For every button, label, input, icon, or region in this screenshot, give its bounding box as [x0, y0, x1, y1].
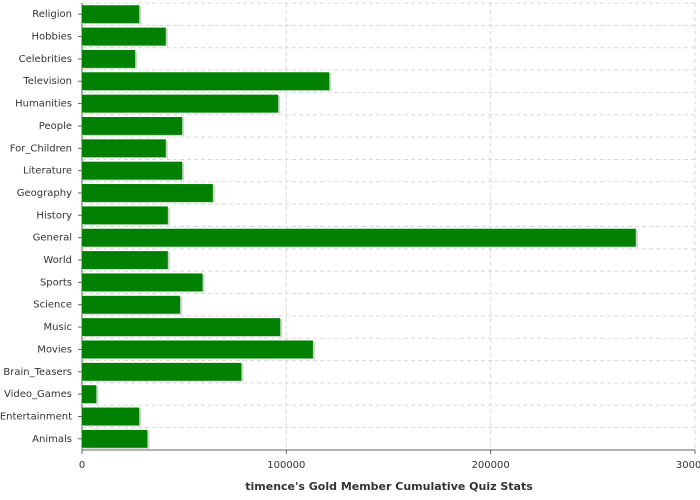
bar: [82, 318, 281, 337]
x-tick-label: 200000: [472, 460, 510, 471]
y-tick-label: Brain_Teasers: [3, 367, 72, 378]
y-tick-label: Geography: [17, 188, 72, 199]
bar: [82, 385, 97, 404]
y-tick-label: Humanities: [15, 99, 72, 110]
bar: [82, 206, 168, 225]
bar: [82, 251, 168, 269]
y-tick-label: General: [33, 233, 72, 244]
bar: [82, 228, 636, 247]
x-tick-label: 0: [79, 460, 85, 471]
bar: [82, 362, 242, 381]
bar: [82, 139, 166, 158]
y-tick-label: History: [36, 210, 72, 221]
bar: [82, 161, 183, 180]
y-tick-label: For_Children: [10, 143, 72, 154]
y-tick-label: Science: [33, 300, 72, 311]
y-tick-label: Sports: [40, 277, 72, 288]
bar: [82, 49, 136, 68]
y-tick-label: Animals: [32, 434, 72, 445]
bar: [82, 5, 140, 24]
y-tick-label: Entertainment: [0, 411, 72, 422]
bar: [82, 273, 203, 292]
bar: [82, 429, 148, 448]
y-tick-label: Hobbies: [32, 32, 72, 43]
x-tick-label: 300000: [676, 460, 700, 471]
bar: [82, 116, 183, 135]
bar: [82, 72, 330, 91]
bar: [82, 295, 181, 314]
x-tick-label: 100000: [267, 460, 305, 471]
y-tick-label: World: [43, 255, 72, 266]
bar: [82, 184, 213, 202]
y-tick-label: People: [39, 121, 72, 132]
y-tick-label: Religion: [32, 9, 72, 20]
x-axis-label: timence's Gold Member Cumulative Quiz St…: [245, 480, 533, 493]
bar: [82, 94, 279, 113]
y-tick-label: Literature: [23, 166, 72, 177]
y-tick-label: Music: [44, 322, 72, 333]
bar: [82, 27, 166, 46]
y-tick-label: Movies: [37, 344, 72, 355]
y-tick-label: Video_Games: [4, 389, 72, 400]
bar: [82, 407, 140, 426]
y-tick-label: Television: [22, 76, 72, 87]
y-tick-label: Celebrities: [19, 54, 72, 65]
bar: [82, 340, 313, 359]
